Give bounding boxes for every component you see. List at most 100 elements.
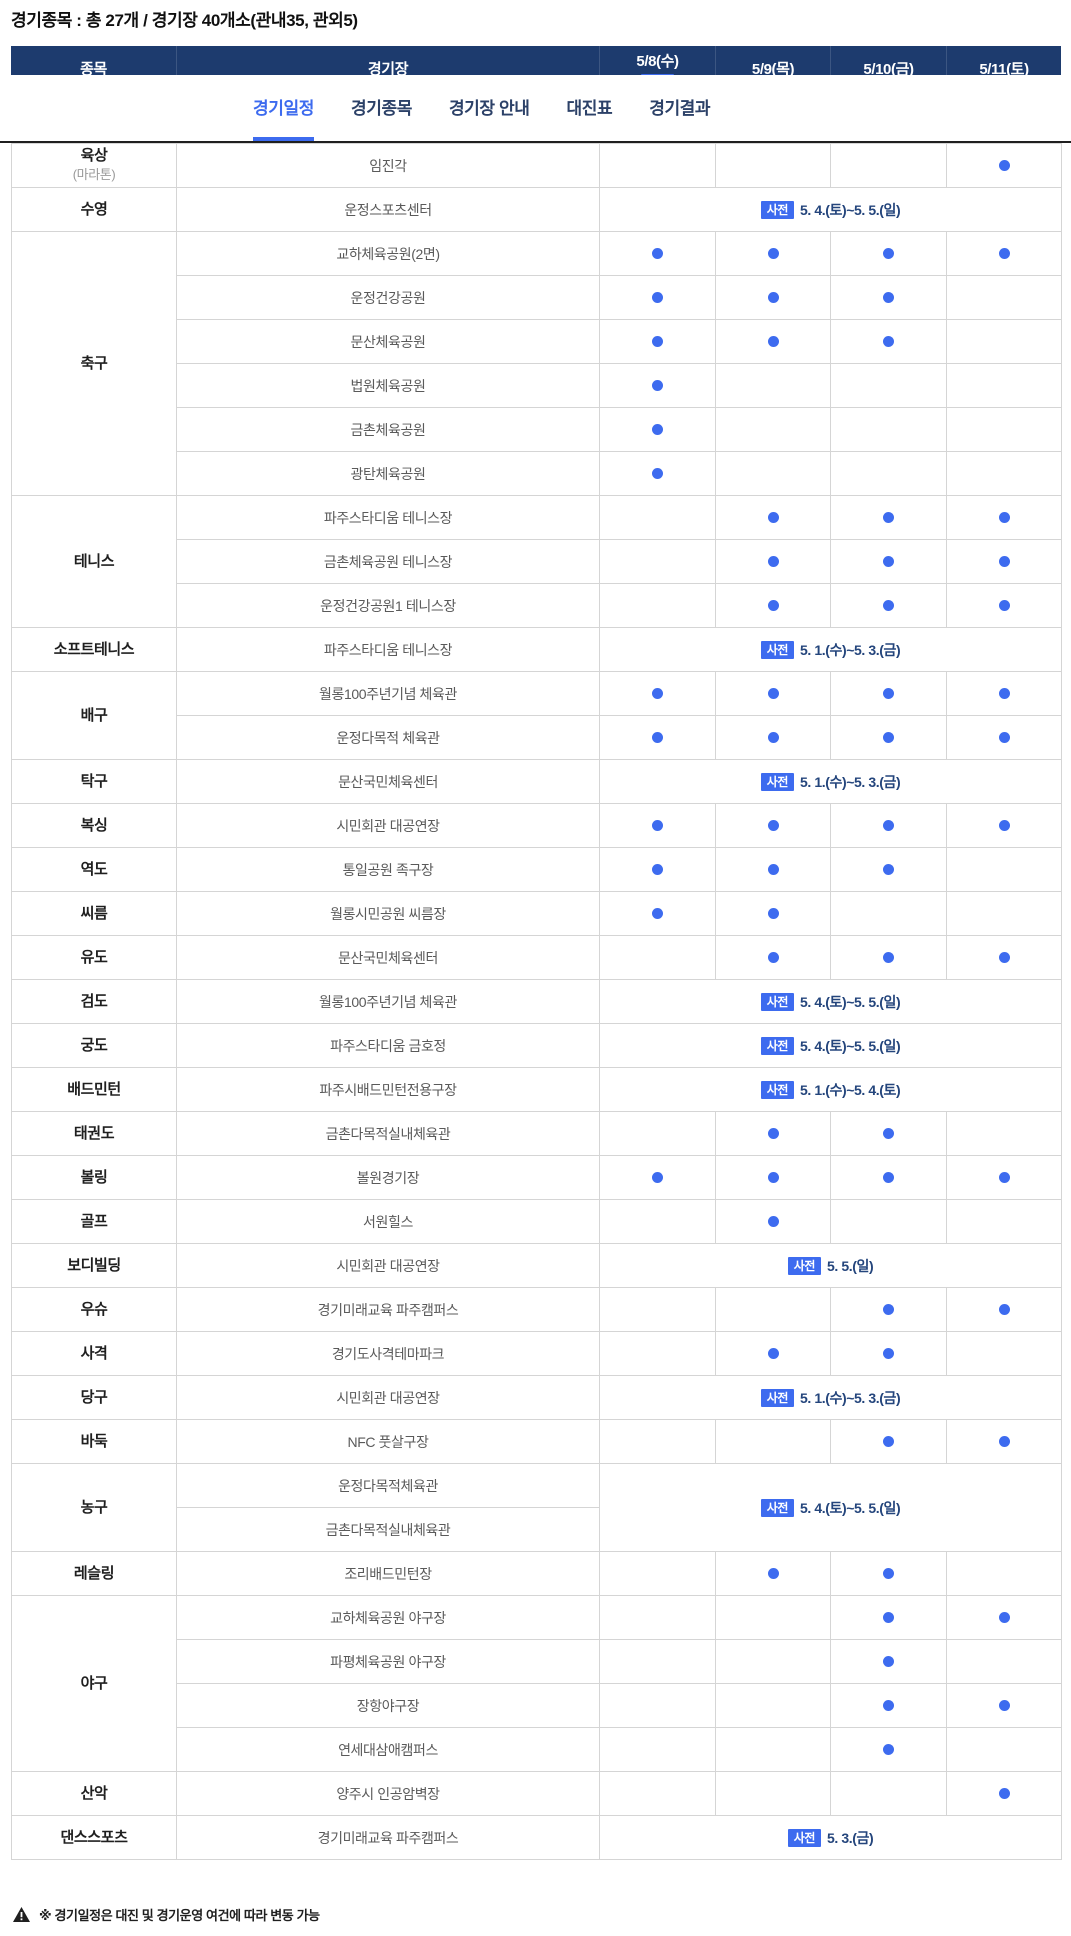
schedule-dot	[652, 291, 663, 303]
day-cell	[599, 891, 716, 936]
table-row: 운정다목적 체육관	[12, 715, 1062, 760]
sport-cell: 복싱	[11, 803, 177, 848]
sport-name: 궁도	[80, 1036, 108, 1054]
table-row: 금촌체육공원	[12, 407, 1062, 452]
schedule-dot	[767, 599, 779, 611]
sport-name: 육상	[80, 147, 108, 164]
schedule-dot	[883, 1303, 894, 1315]
schedule-dot	[998, 159, 1010, 171]
sport-cell: 씨름	[11, 891, 177, 936]
day-cell	[599, 275, 716, 320]
sport-name: 탁구	[80, 772, 108, 790]
day-cell	[946, 451, 1062, 496]
nav-item-sports[interactable]: 경기종목	[350, 98, 412, 118]
day-cell	[946, 1199, 1062, 1244]
day-cell	[946, 1287, 1062, 1332]
advance-cell: 사전 5. 5.(일)	[599, 1243, 1062, 1288]
advance-badge: 사전	[760, 992, 794, 1011]
sport-cell: 유도	[11, 935, 177, 980]
day-cell	[599, 1595, 716, 1640]
schedule-dot	[883, 863, 894, 875]
schedule-dot	[883, 1347, 894, 1359]
sport-cell: 검도	[11, 979, 177, 1024]
sport-name: 축구	[80, 354, 108, 372]
schedule-dot	[998, 1435, 1010, 1447]
day-cell	[946, 143, 1062, 188]
nav-item-results[interactable]: 경기결과	[649, 98, 711, 118]
sport-cell: 산악	[11, 1771, 177, 1816]
day-cell	[830, 1551, 947, 1596]
day-cell	[946, 1155, 1062, 1200]
day-cell	[715, 1111, 831, 1156]
schedule-dot	[767, 819, 779, 831]
schedule-dot	[767, 1567, 779, 1579]
sport-cell: 바둑	[11, 1419, 177, 1464]
day-cell	[715, 1331, 831, 1376]
nav-item-schedule[interactable]: 경기일정	[253, 75, 314, 141]
day-cell	[946, 363, 1062, 408]
day-cell	[715, 231, 831, 276]
page-title: 경기종목 : 총 27개 / 경기장 40개소(관내35, 관외5)	[11, 11, 358, 30]
warning-triangle-icon	[13, 1907, 30, 1922]
schedule-dot	[998, 1303, 1010, 1315]
table-row: 댄스스포츠 경기미래교육 파주캠퍼스 사전 5. 3.(금)	[11, 1815, 1062, 1860]
day-cell	[830, 407, 947, 452]
schedule-dot	[883, 1655, 894, 1667]
schedule-dot	[652, 335, 663, 347]
venue-cell: 문산국민체육센터	[176, 759, 600, 804]
schedule-dot	[883, 1435, 894, 1447]
schedule-dot	[998, 687, 1010, 699]
schedule-dot	[998, 1611, 1010, 1623]
sport-cell: 역도	[11, 847, 177, 892]
day-cell	[946, 1639, 1062, 1684]
advance-badge: 사전	[760, 1498, 794, 1517]
schedule-dot	[883, 1699, 894, 1711]
day-cell	[599, 1199, 716, 1244]
sport-cell: 태권도	[11, 1111, 177, 1156]
venue-cell: 조리배드민턴장	[176, 1551, 600, 1596]
venue-cell: 볼원경기장	[176, 1155, 600, 1200]
table-row: 문산체육공원	[12, 319, 1062, 364]
schedule-dot	[767, 951, 779, 963]
advance-period: 5. 1.(수)~5. 3.(금)	[800, 773, 901, 790]
venue-cell: 운정건강공원	[176, 275, 600, 320]
nav-item-bracket[interactable]: 대진표	[566, 98, 613, 118]
day-cell	[830, 935, 947, 980]
sport-cell: 배구	[11, 671, 177, 760]
day-cell	[830, 1683, 947, 1728]
sport-cell: 테니스	[11, 495, 177, 628]
schedule-dot	[767, 247, 779, 259]
day-cell	[830, 715, 947, 760]
advance-badge: 사전	[787, 1256, 822, 1275]
sport-name: 산악	[80, 1784, 108, 1802]
schedule-dot	[652, 687, 663, 699]
schedule-dot	[767, 335, 779, 347]
sport-cell: 사격	[11, 1331, 177, 1376]
day-cell	[830, 1727, 947, 1772]
schedule-dot	[767, 511, 779, 523]
day-cell	[715, 671, 831, 716]
day-cell	[830, 231, 947, 276]
day-cell	[599, 1331, 716, 1376]
day-cell	[830, 1331, 947, 1376]
table-row: 금촌체육공원 테니스장	[12, 539, 1062, 584]
advance-cell: 사전 5. 3.(금)	[599, 1815, 1062, 1860]
venue-cell: 월롱100주년기념 체육관	[176, 671, 600, 716]
advance-period: 5. 1.(수)~5. 3.(금)	[800, 1389, 901, 1406]
venue-cell: 장항야구장	[176, 1683, 600, 1728]
table-row: 골프 서원힐스	[11, 1199, 1062, 1244]
schedule-dot	[883, 1611, 894, 1623]
day-cell	[715, 1771, 831, 1816]
day-cell	[599, 583, 716, 628]
footer-note: ※ 경기일정은 대진 및 경기운영 여건에 따라 변동 가능	[13, 1905, 320, 1924]
day-cell	[715, 803, 831, 848]
day-cell	[599, 847, 716, 892]
day-cell	[715, 1419, 831, 1464]
venue-cell: 금촌다목적실내체육관	[176, 1507, 600, 1552]
table-row: 궁도 파주스타디움 금호정 사전 5. 4.(토)~5. 5.(일)	[11, 1023, 1062, 1068]
day-cell	[715, 847, 831, 892]
advance-period: 5. 1.(수)~5. 4.(토)	[800, 1081, 901, 1098]
nav-item-venue-guide[interactable]: 경기장 안내	[448, 98, 530, 118]
day-cell	[599, 803, 716, 848]
sport-name: 복싱	[80, 816, 108, 834]
